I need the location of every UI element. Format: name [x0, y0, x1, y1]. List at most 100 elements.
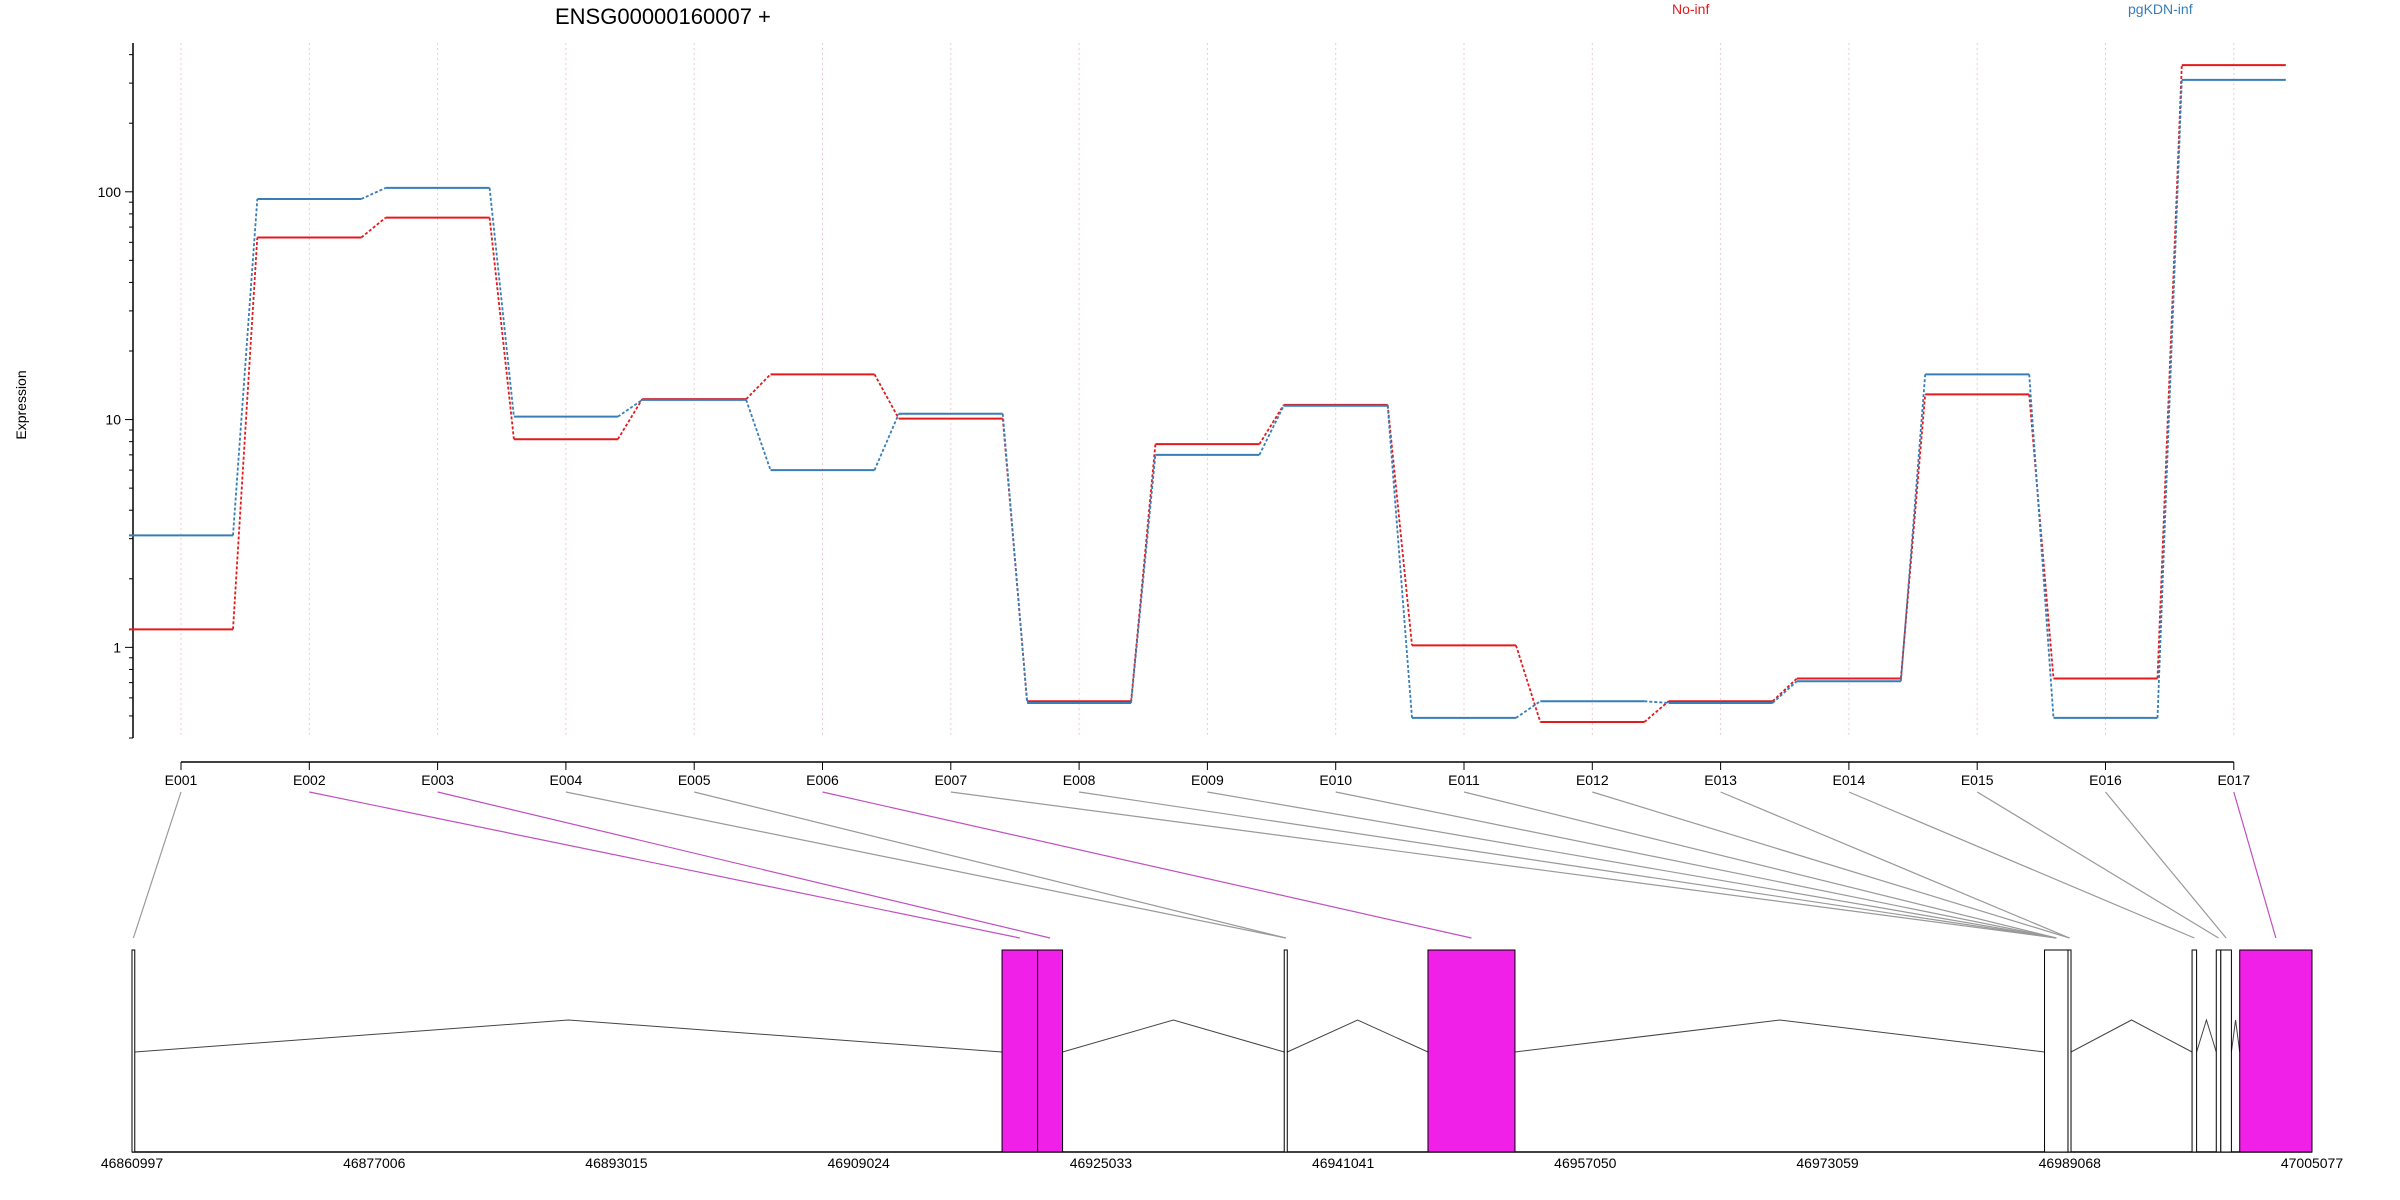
- data-connector: [1386, 404, 1413, 646]
- exon-box: [1427, 949, 1516, 1153]
- data-connector: [2156, 79, 2183, 718]
- genomic-coordinate-label: 46877006: [343, 1155, 406, 1171]
- exon-link-line: [822, 791, 1472, 939]
- genomic-coordinate-label: 46989068: [2039, 1155, 2102, 1171]
- exon-link-line: [1976, 791, 2219, 939]
- exon-box: [2191, 949, 2198, 1153]
- exon-label-e014: E014: [1833, 772, 1866, 788]
- exon-label-e006: E006: [806, 772, 839, 788]
- exon-label-e008: E008: [1063, 772, 1096, 788]
- exon-box: [2239, 949, 2313, 1153]
- exon-link-line: [1207, 791, 2057, 939]
- data-connector: [745, 373, 772, 400]
- exon-box: [2220, 949, 2232, 1153]
- data-connector: [232, 237, 259, 630]
- y-tick-label: 1: [113, 639, 121, 655]
- genomic-coordinate-label: 46860997: [101, 1155, 164, 1171]
- genomic-coordinate-label: 46957050: [1554, 1155, 1617, 1171]
- intron-line: [2230, 1019, 2241, 1053]
- genomic-coordinate-label: 47005077: [2281, 1155, 2344, 1171]
- data-connector: [1258, 405, 1285, 456]
- exon-link-line: [1848, 791, 2195, 939]
- data-connector: [745, 399, 772, 471]
- exon-box: [2067, 949, 2072, 1153]
- exon-link-line: [1463, 791, 2057, 939]
- exon-label-e003: E003: [421, 772, 454, 788]
- exon-link-line: [565, 791, 1286, 939]
- data-connector: [1644, 700, 1669, 704]
- exon-label-e009: E009: [1191, 772, 1224, 788]
- legend-entry-pgkdn-inf: pgKDN-inf: [2128, 1, 2193, 17]
- genomic-coordinate-label: 46893015: [585, 1155, 648, 1171]
- x-axis: E001 E002 E003 E004 E005 E006 E007 E008 E009 E010…: [165, 761, 2250, 788]
- exon-label-e011: E011: [1448, 772, 1480, 788]
- exon-link-line: [950, 791, 2057, 939]
- exon-box: [1037, 949, 1064, 1153]
- data-connector: [1258, 404, 1285, 445]
- chart-title: ENSG00000160007 +: [555, 4, 771, 29]
- exon-label-e015: E015: [1961, 772, 1994, 788]
- data-connector: [2028, 374, 2055, 718]
- exon-link-line: [1335, 791, 2057, 939]
- exon-link-line: [1079, 791, 2057, 939]
- series-layer: [129, 64, 2286, 724]
- grid-lines: [180, 43, 2235, 738]
- y-axis: 1 10 100: [98, 43, 134, 739]
- legend-entry-no-inf: No-inf: [1672, 1, 1709, 17]
- exon-box: [1001, 949, 1039, 1153]
- exon-label-e007: E007: [934, 772, 967, 788]
- intron-line: [1514, 1019, 2045, 1053]
- exon-label-e002: E002: [293, 772, 326, 788]
- exon-box: [2215, 949, 2222, 1153]
- data-connector: [1643, 700, 1670, 723]
- data-connector: [1130, 454, 1157, 704]
- intron-line: [134, 1019, 1003, 1053]
- exon-label-e004: E004: [550, 772, 583, 788]
- exon-link-line: [1720, 791, 2070, 939]
- exon-link-line: [437, 791, 1051, 939]
- data-connector: [1001, 413, 1028, 704]
- exon-links: [132, 791, 2277, 939]
- exon-link-line: [1592, 791, 2070, 939]
- y-tick-label: 100: [98, 184, 122, 200]
- genomic-coordinate-label: 46941041: [1312, 1155, 1375, 1171]
- intron-line: [2196, 1018, 2217, 1053]
- data-connector: [1771, 677, 1798, 702]
- exon-label-e005: E005: [678, 772, 711, 788]
- data-connector: [360, 216, 387, 239]
- gene-model: 46860997 46877006 46893015 46909024 46925033…: [101, 949, 2344, 1171]
- exon-label-e013: E013: [1704, 772, 1737, 788]
- data-connector: [1900, 374, 1927, 682]
- intron-line: [1062, 1019, 1285, 1053]
- exon-link-line: [694, 791, 1286, 939]
- y-axis-label: Expression: [13, 370, 29, 439]
- genomic-coordinate-label: 46925033: [1070, 1155, 1133, 1171]
- data-connector: [873, 373, 900, 420]
- series-pgkdn-inf: [129, 78, 2286, 719]
- data-connector: [232, 198, 259, 536]
- data-connector: [617, 399, 643, 418]
- data-connector: [1772, 680, 1798, 704]
- exon-link-line: [132, 791, 182, 939]
- genomic-coordinate-label: 46909024: [828, 1155, 891, 1171]
- exon-label-e010: E010: [1319, 772, 1352, 788]
- exon-link-line: [309, 791, 1020, 939]
- intron-line: [2070, 1019, 2193, 1053]
- data-connector: [488, 217, 515, 440]
- exon-label-e016: E016: [2089, 772, 2122, 788]
- genomic-coordinate-label: 46973059: [1796, 1155, 1859, 1171]
- y-tick-label: 10: [105, 412, 121, 428]
- exon-label-e001: E001: [165, 772, 198, 788]
- data-connector: [488, 187, 515, 417]
- data-connector: [617, 398, 643, 440]
- exon-box: [131, 949, 136, 1153]
- intron-line: [1287, 1019, 1429, 1053]
- exon-box: [2044, 949, 2069, 1153]
- data-connector: [1515, 645, 1542, 723]
- exon-box: [1283, 949, 1288, 1153]
- exon-label-e017: E017: [2217, 772, 2250, 788]
- exon-link-line: [2105, 791, 2227, 939]
- data-connector: [360, 187, 386, 200]
- data-connector: [873, 413, 900, 471]
- exon-link-line: [2233, 791, 2277, 939]
